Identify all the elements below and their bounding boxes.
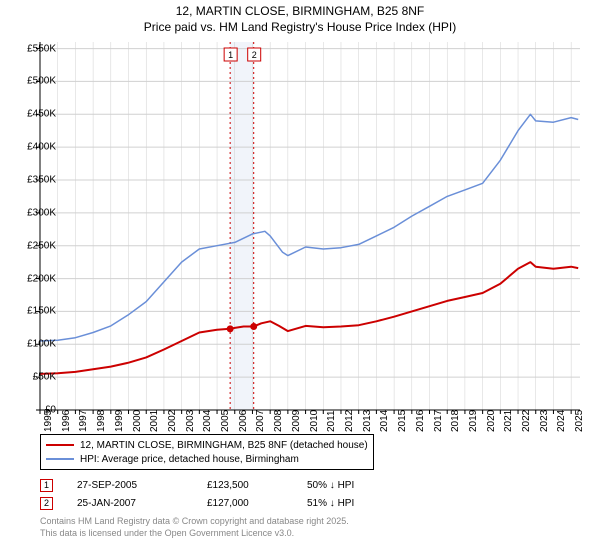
x-tick-label: 1999 (114, 410, 125, 432)
y-tick-label: £50K (33, 372, 56, 383)
x-tick-label: 2008 (273, 410, 284, 432)
y-tick-label: £200K (27, 273, 56, 284)
svg-text:1: 1 (228, 50, 233, 60)
event-date: 27-SEP-2005 (77, 480, 207, 491)
x-tick-label: 1995 (43, 410, 54, 432)
event-pct: 51% ↓ HPI (307, 498, 427, 509)
x-tick-label: 1998 (96, 410, 107, 432)
event-marker: 1 (40, 479, 53, 492)
legend-label: 12, MARTIN CLOSE, BIRMINGHAM, B25 8NF (d… (80, 440, 368, 451)
event-price: £127,000 (207, 498, 307, 509)
x-tick-label: 2004 (202, 410, 213, 432)
y-tick-label: £350K (27, 175, 56, 186)
footer-line-2: This data is licensed under the Open Gov… (40, 528, 349, 540)
x-tick-label: 2012 (344, 410, 355, 432)
y-tick-label: £550K (27, 43, 56, 54)
legend-label: HPI: Average price, detached house, Birm… (80, 454, 299, 465)
legend: 12, MARTIN CLOSE, BIRMINGHAM, B25 8NF (d… (40, 434, 374, 470)
x-tick-label: 2022 (521, 410, 532, 432)
event-date: 25-JAN-2007 (77, 498, 207, 509)
x-tick-label: 2001 (149, 410, 160, 432)
x-tick-label: 2006 (238, 410, 249, 432)
x-tick-label: 2005 (220, 410, 231, 432)
legend-row: 12, MARTIN CLOSE, BIRMINGHAM, B25 8NF (d… (46, 438, 368, 452)
footer: Contains HM Land Registry data © Crown c… (40, 516, 349, 539)
legend-swatch (46, 444, 74, 446)
x-tick-label: 2020 (486, 410, 497, 432)
x-tick-label: 1997 (78, 410, 89, 432)
x-tick-label: 2003 (185, 410, 196, 432)
x-tick-label: 2014 (379, 410, 390, 432)
title-line-2: Price paid vs. HM Land Registry's House … (0, 20, 600, 36)
title-line-1: 12, MARTIN CLOSE, BIRMINGHAM, B25 8NF (0, 4, 600, 20)
x-tick-label: 2018 (450, 410, 461, 432)
event-marker: 2 (40, 497, 53, 510)
event-row: 1 27-SEP-2005£123,50050% ↓ HPI (40, 476, 427, 494)
y-tick-label: £450K (27, 109, 56, 120)
x-tick-label: 2011 (326, 410, 337, 432)
x-tick-label: 2000 (132, 410, 143, 432)
x-tick-label: 2007 (255, 410, 266, 432)
x-tick-label: 2015 (397, 410, 408, 432)
legend-swatch (46, 458, 74, 460)
event-table: 1 27-SEP-2005£123,50050% ↓ HPI 2 25-JAN-200… (40, 476, 427, 512)
legend-row: HPI: Average price, detached house, Birm… (46, 452, 368, 466)
x-tick-label: 2025 (574, 410, 585, 432)
x-tick-label: 2002 (167, 410, 178, 432)
chart-area: 12 (40, 42, 580, 410)
x-tick-label: 2021 (503, 410, 514, 432)
y-tick-label: £400K (27, 142, 56, 153)
y-tick-label: £100K (27, 339, 56, 350)
chart-svg: 12 (40, 42, 580, 410)
y-tick-label: £500K (27, 76, 56, 87)
x-tick-label: 1996 (61, 410, 72, 432)
footer-line-1: Contains HM Land Registry data © Crown c… (40, 516, 349, 528)
event-row: 2 25-JAN-2007£127,00051% ↓ HPI (40, 494, 427, 512)
x-tick-label: 2016 (415, 410, 426, 432)
x-tick-label: 2009 (291, 410, 302, 432)
x-tick-label: 2024 (556, 410, 567, 432)
x-tick-label: 2023 (539, 410, 550, 432)
y-tick-label: £250K (27, 240, 56, 251)
x-tick-label: 2010 (309, 410, 320, 432)
y-tick-label: £300K (27, 207, 56, 218)
x-tick-label: 2019 (468, 410, 479, 432)
chart-title-block: 12, MARTIN CLOSE, BIRMINGHAM, B25 8NF Pr… (0, 0, 600, 37)
x-tick-label: 2013 (362, 410, 373, 432)
event-pct: 50% ↓ HPI (307, 480, 427, 491)
event-price: £123,500 (207, 480, 307, 491)
x-tick-label: 2017 (433, 410, 444, 432)
y-tick-label: £150K (27, 306, 56, 317)
svg-text:2: 2 (252, 50, 257, 60)
